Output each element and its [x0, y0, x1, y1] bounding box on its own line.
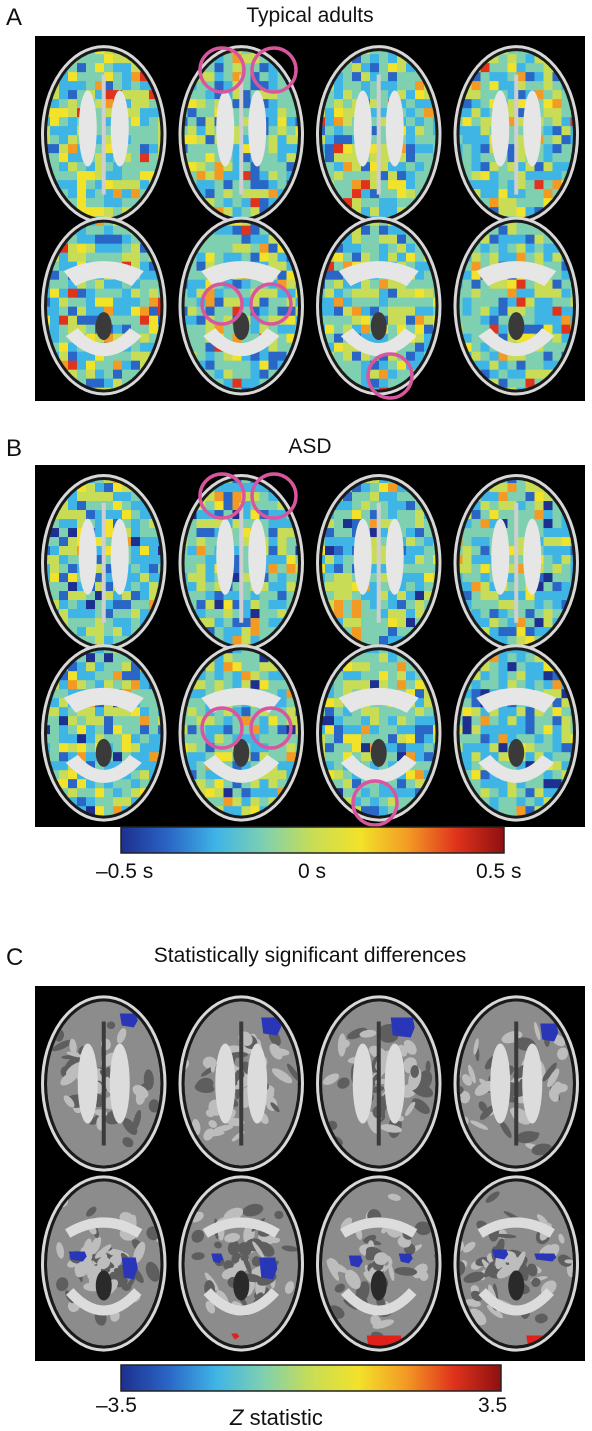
- brain-slice: [450, 995, 579, 1171]
- brain-slice: [316, 644, 443, 825]
- brain-slice: [41, 217, 168, 397]
- latency-max-label: 0.5 s: [476, 860, 522, 884]
- colorbar-gradient: [121, 1365, 501, 1391]
- z-italic: Z: [230, 1405, 243, 1430]
- brain-slice: [454, 644, 581, 825]
- panel-a-letter: A: [6, 4, 22, 32]
- z-max-label: 3.5: [478, 1394, 507, 1418]
- brain-slice: [454, 217, 581, 397]
- latency-mid-label: 0 s: [298, 860, 326, 884]
- brain-slice: [41, 995, 167, 1171]
- brain-slice: [307, 995, 441, 1171]
- brain-slice: [316, 474, 443, 655]
- brain-slice: [174, 995, 310, 1171]
- brain-slice: [179, 1175, 305, 1351]
- panel-b-letter: B: [6, 435, 22, 463]
- panel-b-title: ASD: [35, 435, 585, 459]
- panel-c-brain-image: [35, 986, 585, 1361]
- panel-a-brain-image: [35, 36, 585, 401]
- panel-b-brain-image: [35, 465, 585, 827]
- z-rest: statistic: [243, 1405, 322, 1430]
- brain-slice: [454, 474, 581, 655]
- colorbar-gradient: [121, 827, 504, 853]
- brain-slice: [307, 1175, 450, 1351]
- brain-slice: [316, 217, 443, 397]
- brain-slice: [41, 45, 168, 226]
- latency-colorbar: [120, 826, 505, 854]
- brain-slice: [41, 474, 168, 655]
- panel-c-title: Statistically significant differences: [35, 944, 585, 968]
- significant-cluster: [391, 1018, 415, 1038]
- brain-slice: [41, 644, 168, 825]
- brain-slice: [316, 45, 443, 226]
- brain-slice: [41, 1175, 179, 1351]
- z-statistic-label: Z statistic: [230, 1405, 323, 1431]
- brain-slice: [448, 1175, 585, 1351]
- z-min-label: –3.5: [96, 1394, 137, 1418]
- panel-c-letter: C: [6, 944, 23, 972]
- z-statistic-colorbar: [120, 1364, 502, 1392]
- latency-min-label: –0.5 s: [96, 860, 153, 884]
- brain-slice: [454, 45, 581, 226]
- brain-slice: [179, 45, 306, 226]
- panel-a-title: Typical adults: [35, 4, 585, 28]
